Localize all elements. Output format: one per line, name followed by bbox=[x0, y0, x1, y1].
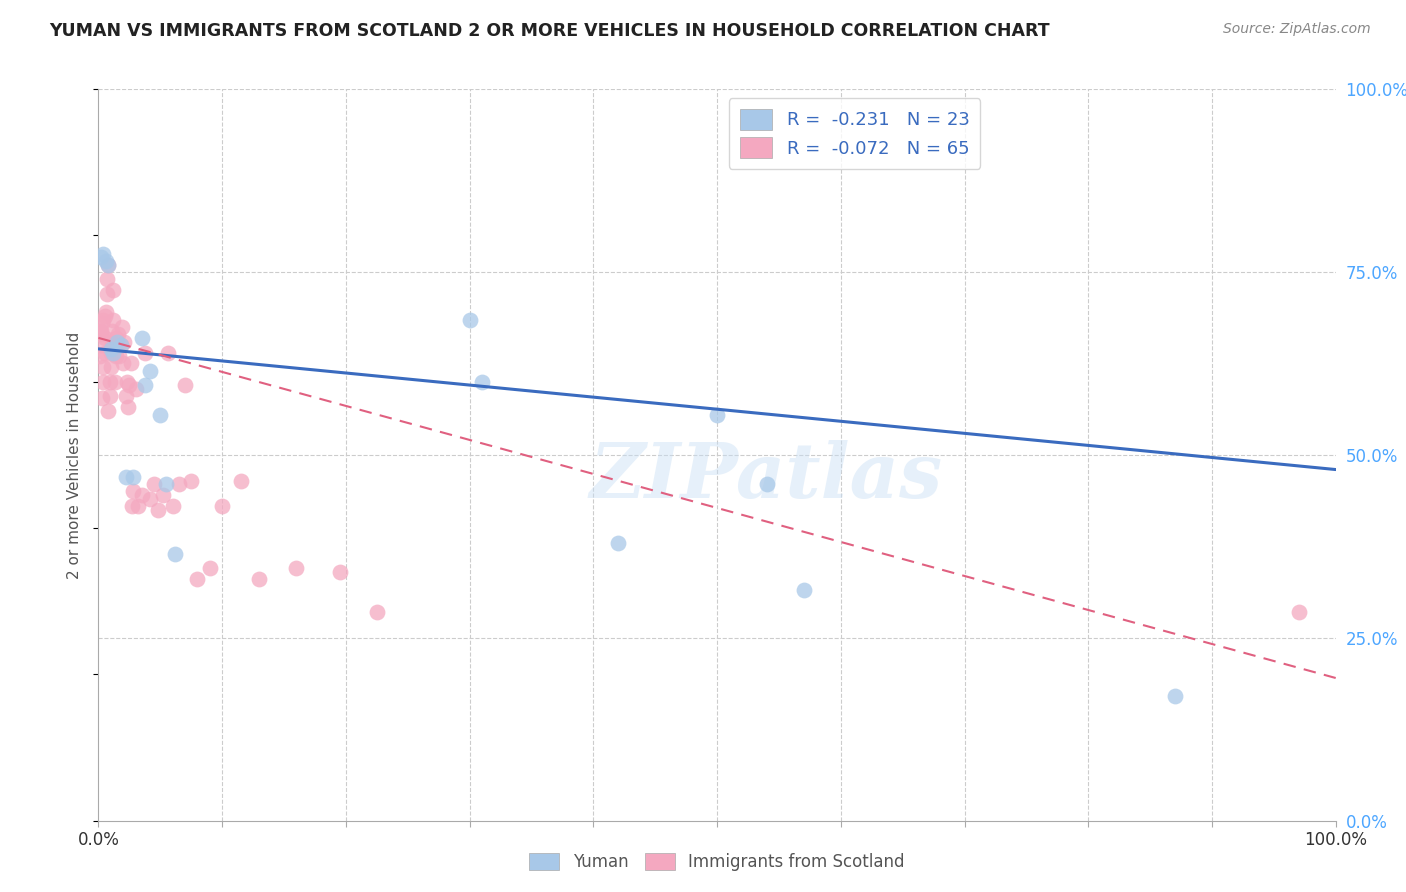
Point bbox=[89, 349, 111, 363]
Point bbox=[93, 246, 115, 260]
Point bbox=[105, 338, 128, 352]
Point bbox=[104, 349, 127, 363]
Point bbox=[165, 547, 187, 561]
Point bbox=[103, 345, 125, 359]
Point bbox=[100, 360, 122, 375]
Point bbox=[706, 408, 728, 422]
Text: ZIPatlas: ZIPatlas bbox=[591, 440, 943, 514]
Point bbox=[104, 331, 127, 345]
Point bbox=[93, 360, 115, 375]
Point bbox=[186, 572, 208, 586]
Point bbox=[117, 401, 139, 415]
Point bbox=[96, 287, 118, 301]
Point bbox=[114, 389, 136, 403]
Point bbox=[100, 345, 122, 359]
Point bbox=[90, 251, 112, 265]
Point bbox=[112, 356, 135, 371]
Point bbox=[143, 477, 166, 491]
Point bbox=[198, 561, 221, 575]
Point bbox=[156, 345, 179, 359]
Point bbox=[111, 320, 134, 334]
Point bbox=[93, 331, 115, 345]
Point bbox=[211, 499, 233, 513]
Point bbox=[607, 535, 630, 549]
Point bbox=[152, 488, 174, 502]
Point bbox=[458, 312, 481, 326]
Text: YUMAN VS IMMIGRANTS FROM SCOTLAND 2 OR MORE VEHICLES IN HOUSEHOLD CORRELATION CH: YUMAN VS IMMIGRANTS FROM SCOTLAND 2 OR M… bbox=[49, 22, 1050, 40]
Point bbox=[127, 499, 149, 513]
Point bbox=[167, 477, 190, 491]
Point bbox=[97, 258, 120, 272]
Point bbox=[94, 305, 117, 319]
Point bbox=[139, 364, 162, 378]
Point bbox=[118, 378, 141, 392]
Point bbox=[97, 404, 120, 418]
Point bbox=[139, 491, 162, 506]
Point bbox=[134, 345, 156, 359]
Point bbox=[122, 484, 145, 499]
Point bbox=[121, 499, 143, 513]
Point bbox=[97, 258, 120, 272]
Y-axis label: 2 or more Vehicles in Household: 2 or more Vehicles in Household bbox=[67, 331, 83, 579]
Point bbox=[155, 477, 177, 491]
Point bbox=[471, 375, 494, 389]
Point bbox=[89, 324, 111, 338]
Point bbox=[149, 408, 172, 422]
Point bbox=[96, 272, 118, 286]
Point bbox=[98, 375, 121, 389]
Point bbox=[114, 470, 136, 484]
Point bbox=[1164, 690, 1187, 704]
Point bbox=[98, 389, 121, 403]
Point bbox=[91, 316, 114, 330]
Text: Source: ZipAtlas.com: Source: ZipAtlas.com bbox=[1223, 22, 1371, 37]
Point bbox=[793, 583, 815, 598]
Point bbox=[103, 312, 125, 326]
Point bbox=[124, 382, 146, 396]
Point bbox=[93, 312, 115, 326]
Point bbox=[93, 309, 115, 323]
Point bbox=[110, 338, 132, 352]
Point bbox=[120, 356, 142, 371]
Point bbox=[90, 327, 112, 342]
Point bbox=[105, 334, 128, 349]
Point bbox=[110, 338, 132, 352]
Point bbox=[162, 499, 184, 513]
Point bbox=[115, 375, 138, 389]
Point bbox=[146, 503, 169, 517]
Point bbox=[755, 477, 778, 491]
Point bbox=[94, 254, 117, 268]
Point bbox=[100, 342, 122, 356]
Point bbox=[1288, 605, 1310, 619]
Point bbox=[108, 349, 131, 363]
Point bbox=[107, 327, 129, 342]
Point bbox=[103, 284, 125, 298]
Point bbox=[229, 474, 252, 488]
Point bbox=[134, 378, 156, 392]
Point bbox=[90, 338, 112, 352]
Point bbox=[131, 331, 153, 345]
Point bbox=[90, 324, 112, 338]
Point bbox=[285, 561, 308, 575]
Point bbox=[93, 345, 115, 359]
Point bbox=[122, 470, 145, 484]
Point bbox=[180, 474, 202, 488]
Point bbox=[174, 378, 197, 392]
Legend: Yuman, Immigrants from Scotland: Yuman, Immigrants from Scotland bbox=[523, 847, 911, 878]
Point bbox=[93, 375, 115, 389]
Point bbox=[91, 391, 114, 405]
Point bbox=[112, 334, 135, 349]
Point bbox=[101, 324, 124, 338]
Point bbox=[131, 488, 153, 502]
Point bbox=[101, 334, 124, 349]
Point bbox=[247, 572, 270, 586]
Point bbox=[103, 375, 125, 389]
Point bbox=[366, 605, 388, 619]
Point bbox=[329, 565, 352, 579]
